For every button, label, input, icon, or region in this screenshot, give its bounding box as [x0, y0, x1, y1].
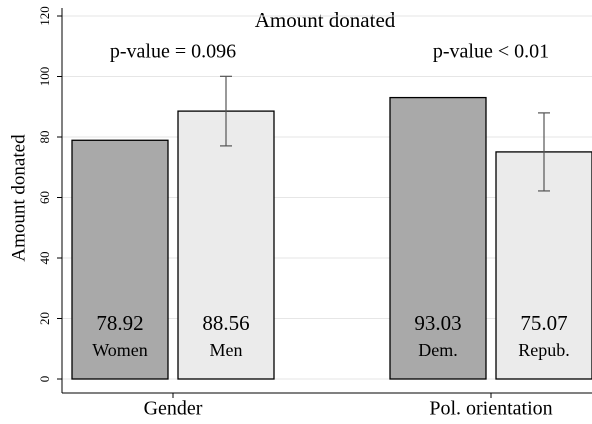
group-label: Gender — [144, 398, 203, 420]
y-tick-label: 60 — [37, 191, 52, 204]
y-tick-label: 80 — [37, 131, 52, 144]
category-label: Dem. — [418, 340, 458, 360]
value-label: 75.07 — [520, 311, 567, 335]
bar — [177, 110, 275, 380]
y-tick-label: 0 — [37, 376, 52, 383]
value-label: 78.92 — [96, 311, 143, 335]
y-axis-label: Amount donated — [8, 134, 29, 262]
value-label: 88.56 — [202, 311, 249, 335]
group-label: Pol. orientation — [429, 398, 552, 420]
value-label: 93.03 — [414, 311, 461, 335]
category-label: Repub. — [518, 340, 570, 360]
p-value-annotation: p-value = 0.096 — [110, 41, 236, 63]
y-tick-label: 40 — [37, 252, 52, 265]
p-value-annotation: p-value < 0.01 — [433, 41, 549, 63]
y-tick-label: 120 — [37, 6, 52, 26]
y-tick-label: 100 — [37, 67, 52, 87]
chart-title: Amount donated — [255, 8, 396, 32]
bar — [71, 139, 169, 380]
y-tick-label: 20 — [37, 312, 52, 325]
category-label: Women — [92, 340, 148, 360]
bar — [389, 96, 487, 380]
category-label: Men — [210, 340, 243, 360]
